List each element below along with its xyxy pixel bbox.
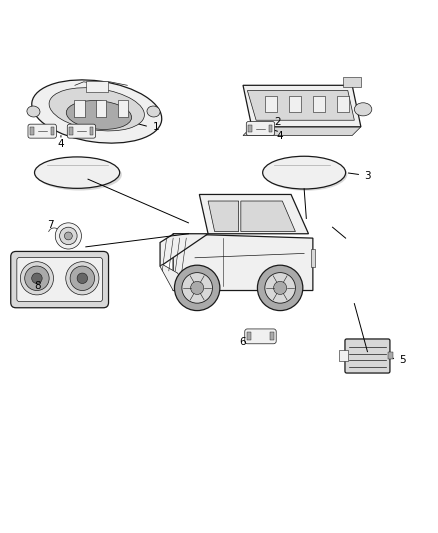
Circle shape — [32, 273, 42, 284]
Circle shape — [174, 265, 220, 311]
Bar — [248, 125, 252, 133]
Text: 5: 5 — [399, 356, 406, 365]
Circle shape — [274, 281, 287, 294]
Circle shape — [25, 266, 49, 290]
Bar — [265, 96, 277, 111]
Circle shape — [55, 223, 81, 249]
Text: 6: 6 — [240, 337, 246, 346]
Ellipse shape — [354, 103, 372, 116]
FancyBboxPatch shape — [67, 124, 95, 138]
Polygon shape — [208, 201, 239, 231]
Bar — [311, 249, 315, 266]
Circle shape — [60, 227, 77, 245]
Ellipse shape — [66, 101, 131, 130]
Bar — [74, 100, 85, 117]
Bar — [313, 96, 325, 111]
Ellipse shape — [49, 88, 145, 131]
Text: 4: 4 — [58, 139, 64, 149]
Polygon shape — [160, 264, 188, 290]
Bar — [339, 350, 348, 361]
Polygon shape — [243, 85, 361, 127]
Bar — [269, 125, 272, 133]
Text: 3: 3 — [364, 171, 371, 181]
Ellipse shape — [263, 156, 346, 189]
Text: 4: 4 — [277, 131, 283, 141]
Circle shape — [265, 272, 295, 303]
Bar — [86, 81, 108, 92]
Circle shape — [70, 266, 95, 290]
Circle shape — [191, 281, 204, 294]
FancyBboxPatch shape — [246, 122, 275, 135]
Bar — [337, 96, 349, 111]
Bar — [96, 100, 106, 117]
Bar — [270, 333, 274, 340]
Ellipse shape — [35, 157, 120, 188]
Bar — [90, 127, 93, 135]
FancyBboxPatch shape — [11, 252, 109, 308]
Ellipse shape — [265, 158, 347, 191]
FancyBboxPatch shape — [245, 329, 276, 344]
Bar — [118, 100, 128, 117]
Ellipse shape — [147, 106, 160, 117]
Bar — [343, 77, 361, 87]
Text: 7: 7 — [48, 220, 54, 230]
Bar — [51, 127, 54, 135]
Text: 8: 8 — [35, 281, 41, 291]
Bar — [70, 127, 73, 135]
Circle shape — [20, 262, 53, 295]
Circle shape — [182, 272, 212, 303]
Polygon shape — [247, 91, 354, 120]
Text: 1: 1 — [152, 122, 159, 132]
Ellipse shape — [27, 106, 40, 117]
Polygon shape — [160, 234, 208, 266]
Circle shape — [258, 265, 303, 311]
FancyBboxPatch shape — [345, 339, 390, 373]
Bar — [289, 96, 301, 111]
FancyBboxPatch shape — [28, 124, 57, 138]
Polygon shape — [173, 234, 313, 290]
Text: 2: 2 — [275, 117, 281, 127]
Bar — [30, 127, 34, 135]
Polygon shape — [199, 195, 308, 234]
Circle shape — [64, 232, 72, 240]
Ellipse shape — [37, 159, 122, 190]
Polygon shape — [243, 127, 361, 135]
FancyBboxPatch shape — [17, 257, 102, 302]
Circle shape — [66, 262, 99, 295]
Circle shape — [77, 273, 88, 284]
Bar — [388, 352, 393, 359]
Polygon shape — [241, 201, 295, 231]
Bar — [247, 333, 251, 340]
Ellipse shape — [32, 80, 162, 143]
